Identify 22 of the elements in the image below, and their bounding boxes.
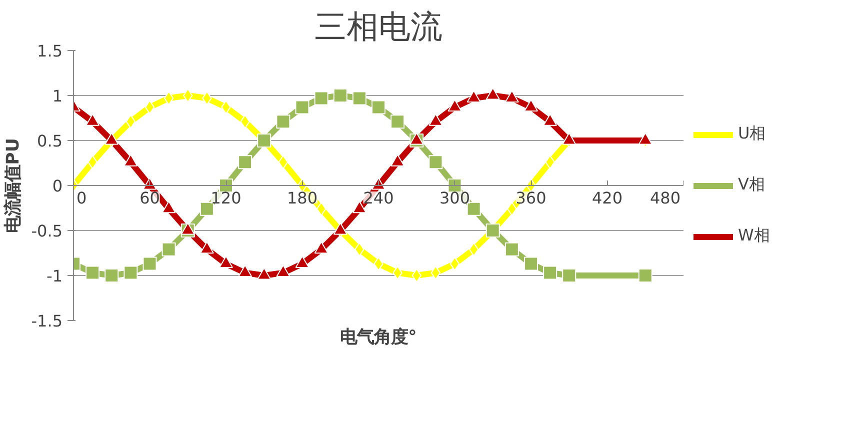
x-tick-label: 0 (76, 188, 87, 208)
x-tick-label: 240 (363, 188, 394, 208)
y-tick-label: 1 (52, 86, 63, 106)
y-tick-label: 0 (52, 176, 63, 196)
x-tick-label: 360 (516, 188, 546, 208)
y-tick-label: -1.5 (31, 312, 62, 330)
y-axis-title: 电流幅值PU (3, 138, 24, 233)
legend-label: U相 (738, 124, 766, 144)
legend-label: W相 (738, 226, 770, 246)
x-tick-label: 60 (140, 188, 160, 208)
x-tick-label: 300 (439, 188, 470, 208)
y-tick-label: -0.5 (31, 222, 62, 240)
x-axis-title: 电气角度° (340, 328, 417, 348)
chart-title: 三相电流 (314, 8, 442, 46)
y-tick-label: 0.5 (37, 132, 63, 150)
legend-label: V相 (738, 174, 765, 196)
y-tick-label: 1.5 (37, 42, 63, 60)
x-tick-label: 480 (650, 188, 681, 208)
x-tick-label: 180 (286, 188, 318, 208)
x-tick-label: 120 (210, 188, 242, 208)
y-tick-label: -1 (46, 266, 62, 286)
x-tick-label: 420 (592, 188, 623, 208)
